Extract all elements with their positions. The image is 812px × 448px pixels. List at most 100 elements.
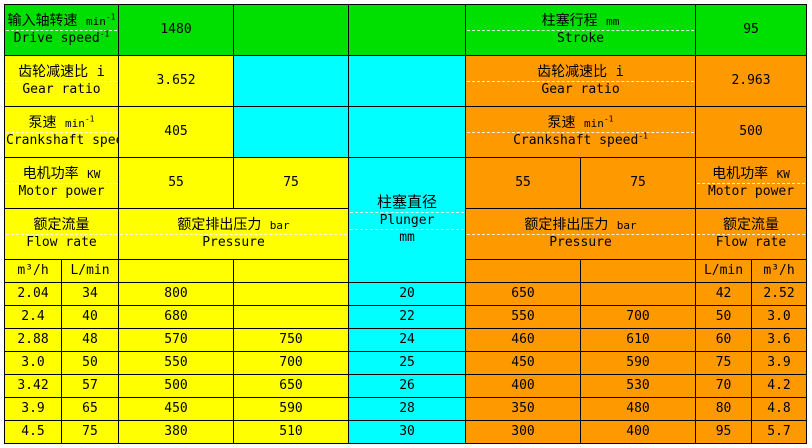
cell-right-pressure-55: 400 — [465, 373, 582, 398]
cell-right-pressure-55: 350 — [465, 396, 582, 421]
table-row: 2.88 48 570 750 24 460 610 60 3.6 — [4, 327, 808, 352]
header-pressure-left: 额定排出压力 bar Pressure — [118, 207, 350, 260]
cell-right-pressure-55: 460 — [465, 327, 582, 352]
header-pressure-right-en: Pressure — [549, 234, 612, 250]
cell-right-pressure-75: 700 — [580, 304, 697, 329]
header-pressure-left-cn: 额定排出压力 bar — [177, 216, 290, 233]
label-plunger-cn: 柱塞直径 — [377, 193, 438, 212]
label-gear-ratio-left-cn: 齿轮减速比 i — [18, 64, 105, 81]
label-divider — [467, 131, 695, 133]
cell-left-pressure-75 — [233, 281, 350, 306]
cell-left-pressure-55: 450 — [118, 396, 235, 421]
table-body: 输入轴转速 min-1 Drive speed-1 1480 柱塞行程 mm S… — [3, 4, 808, 445]
cell-left-flow-m3h: 2.04 — [4, 281, 62, 306]
row-crankshaft-speed: 泵速 min-1 Crankshaft speed-1 405 泵速 min-1… — [3, 105, 808, 158]
cell-left-pressure-55: 570 — [118, 327, 235, 352]
spacer-center-cyan — [348, 54, 467, 107]
header-pressure-right: 额定排出压力 bar Pressure — [465, 207, 697, 260]
cell-right-flow-lmin: 70 — [695, 373, 753, 398]
header-left-flow-m3h: m³/h — [4, 258, 62, 283]
label-motor-power-right-cn: 电机功率 KW — [712, 166, 790, 182]
pump-specification-table: 输入轴转速 min-1 Drive speed-1 1480 柱塞行程 mm S… — [3, 4, 808, 445]
label-stroke-cn: 柱塞行程 mm — [541, 13, 620, 30]
header-flow-rate-right: 额定流量 Flow rate — [695, 207, 808, 260]
row-motor-power: 电机功率 KW Motor power 55 75 柱塞直径 Plunger m… — [3, 156, 808, 283]
header-flow-rate-right-cn: 额定流量 — [723, 216, 780, 233]
cell-left-pressure-75: 510 — [233, 419, 350, 445]
label-divider — [350, 211, 465, 213]
cell-left-pressure-55: 800 — [118, 281, 235, 306]
spacer-left-green — [233, 4, 350, 56]
cell-left-flow-lmin: 75 — [60, 419, 120, 445]
row-gear-ratio: 齿轮减速比 i Gear ratio 3.652 齿轮减速比 i Gear ra… — [3, 54, 808, 107]
label-crankshaft-speed-left-en: Crankshaft speed-1 — [6, 132, 118, 148]
label-motor-power-left-en: Motor power — [18, 183, 105, 199]
cell-right-flow-m3h: 4.8 — [751, 396, 808, 421]
cell-right-pressure-75: 590 — [580, 350, 697, 375]
cell-left-pressure-55: 500 — [118, 373, 235, 398]
label-motor-power-right-en: Motor power — [707, 183, 795, 199]
label-plunger-en: Plunger — [379, 212, 435, 228]
cell-right-pressure-75: 480 — [580, 396, 697, 421]
table-row: 3.42 57 500 650 26 400 530 70 4.2 — [4, 373, 808, 398]
label-stroke-en: Stroke — [557, 30, 604, 46]
cell-right-pressure-75: 530 — [580, 373, 697, 398]
cell-plunger-diameter: 25 — [348, 350, 467, 375]
value-motor-power-left-b: 75 — [233, 156, 350, 209]
label-divider — [6, 131, 118, 133]
header-flow-rate-left-en: Flow rate — [26, 234, 97, 250]
label-motor-power-right: 电机功率 KW Motor power — [695, 156, 808, 209]
cell-plunger-diameter: 22 — [348, 304, 467, 329]
cell-right-flow-m3h: 3.0 — [751, 304, 808, 329]
cell-plunger-diameter: 28 — [348, 396, 467, 421]
spacer-center-green — [348, 4, 467, 56]
header-right-pressure-75 — [580, 258, 697, 283]
header-pressure-left-en: Pressure — [202, 234, 265, 250]
table-row: 4.5 75 380 510 30 300 400 95 5.7 — [4, 419, 808, 445]
cell-right-flow-m3h: 4.2 — [751, 373, 808, 398]
cell-plunger-diameter: 24 — [348, 327, 467, 352]
cell-left-pressure-75 — [233, 304, 350, 329]
spacer-left-cyan — [233, 105, 350, 158]
cell-right-pressure-55: 650 — [465, 281, 582, 306]
header-right-flow-lmin: L/min — [695, 258, 753, 283]
cell-plunger-diameter: 20 — [348, 281, 467, 306]
header-left-pressure-55 — [118, 258, 235, 283]
cell-left-flow-lmin: 48 — [60, 327, 120, 352]
spacer-center-cyan — [348, 105, 467, 158]
cell-right-pressure-55: 550 — [465, 304, 582, 329]
cell-left-pressure-75: 650 — [233, 373, 350, 398]
cell-right-pressure-75 — [580, 281, 697, 306]
value-gear-ratio-left: 3.652 — [118, 54, 235, 107]
label-drive-speed: 输入轴转速 min-1 Drive speed-1 — [3, 4, 120, 56]
label-gear-ratio-right-cn: 齿轮减速比 i — [537, 64, 624, 81]
cell-left-pressure-55: 550 — [118, 350, 235, 375]
table-row: 2.04 34 800 20 650 42 2.52 — [4, 281, 808, 306]
value-crankshaft-speed-right: 500 — [695, 105, 808, 158]
label-divider — [467, 80, 695, 82]
value-motor-power-left-a: 55 — [118, 156, 235, 209]
cell-right-flow-m3h: 5.7 — [751, 419, 808, 445]
cell-left-flow-m3h: 2.88 — [4, 327, 62, 352]
cell-right-flow-m3h: 2.52 — [751, 281, 808, 306]
label-motor-power-left-cn: 电机功率 KW — [22, 166, 101, 182]
row-group-headers: 额定流量 Flow rate 额定排出压力 bar Pressure 额定排出压… — [3, 207, 808, 260]
spacer-left-cyan — [233, 54, 350, 107]
cell-right-pressure-75: 610 — [580, 327, 697, 352]
label-divider — [6, 80, 118, 82]
label-divider — [697, 233, 806, 235]
value-gear-ratio-right: 2.963 — [695, 54, 808, 107]
cell-left-flow-lmin: 57 — [60, 373, 120, 398]
table-row: 3.0 50 550 700 25 450 590 75 3.9 — [4, 350, 808, 375]
value-crankshaft-speed-left: 405 — [118, 105, 235, 158]
table-row: 2.4 40 680 22 550 700 50 3.0 — [4, 304, 808, 329]
header-flow-rate-left-cn: 额定流量 — [33, 216, 90, 233]
label-crankshaft-speed-left-cn: 泵速 min-1 — [28, 114, 95, 132]
cell-right-flow-lmin: 42 — [695, 281, 753, 306]
label-crankshaft-speed-right: 泵速 min-1 Crankshaft speed-1 — [465, 105, 697, 158]
label-gear-ratio-left-en: Gear ratio — [22, 81, 101, 97]
row-unit-headers: m³/h L/min L/min m³/h — [4, 258, 808, 283]
header-left-pressure-75 — [233, 258, 350, 283]
cell-right-flow-m3h: 3.9 — [751, 350, 808, 375]
label-gear-ratio-right-en: Gear ratio — [541, 81, 620, 97]
